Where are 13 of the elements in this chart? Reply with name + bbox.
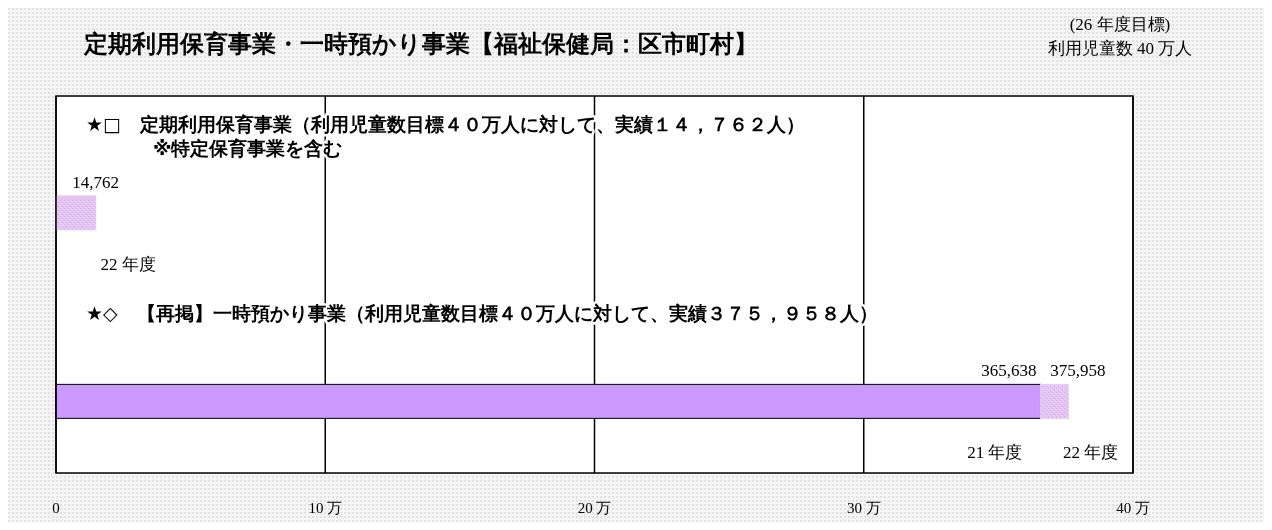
annotation: 365,638 [981, 361, 1037, 381]
x-tick-label: 10 万 [308, 500, 343, 516]
x-tick-label: 40 万 [1116, 500, 1150, 516]
x-tick-label: 0 [52, 500, 60, 516]
x-tick-label: 30 万 [846, 500, 881, 516]
series-label: 21 年度 [967, 443, 1023, 463]
chart-title: 定期利用保育事業・一時預かり事業【福祉保健局：区市町村】 [83, 30, 758, 58]
annotation: 375,958 [1050, 361, 1106, 381]
annotation: 14,762 [72, 172, 120, 192]
x-tick-label: 20 万 [577, 500, 612, 516]
text: 22 年度 [100, 254, 156, 274]
series-label: 22 年度 [1063, 443, 1119, 463]
text: (26 年度目標) 利用児童数 40 万人 [1047, 15, 1193, 58]
